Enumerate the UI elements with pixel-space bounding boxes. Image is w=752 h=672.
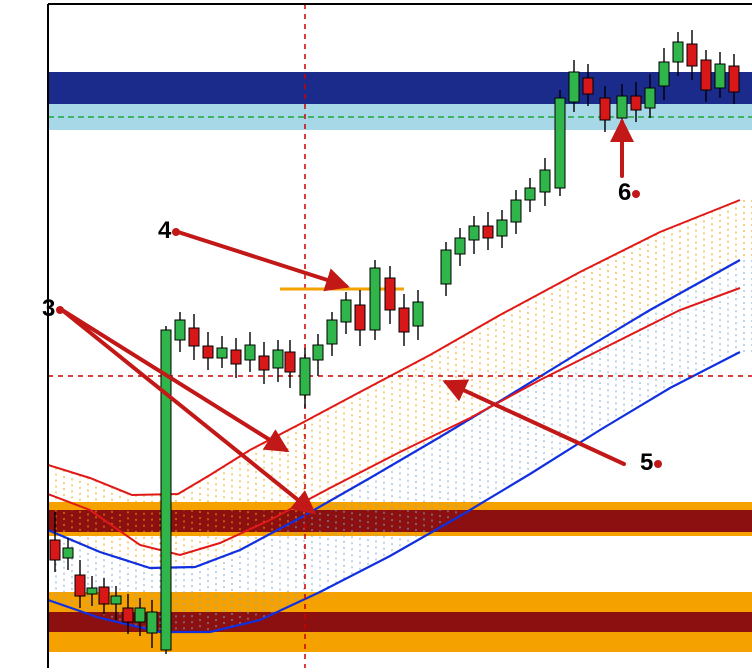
annotation-label: 6 (618, 179, 631, 206)
annotation-label: 3 (42, 295, 55, 322)
annotation-label: 4 (158, 217, 172, 244)
candlestick-chart: 3 4 5 6 (0, 0, 752, 672)
annotation-label: 5 (640, 449, 653, 476)
